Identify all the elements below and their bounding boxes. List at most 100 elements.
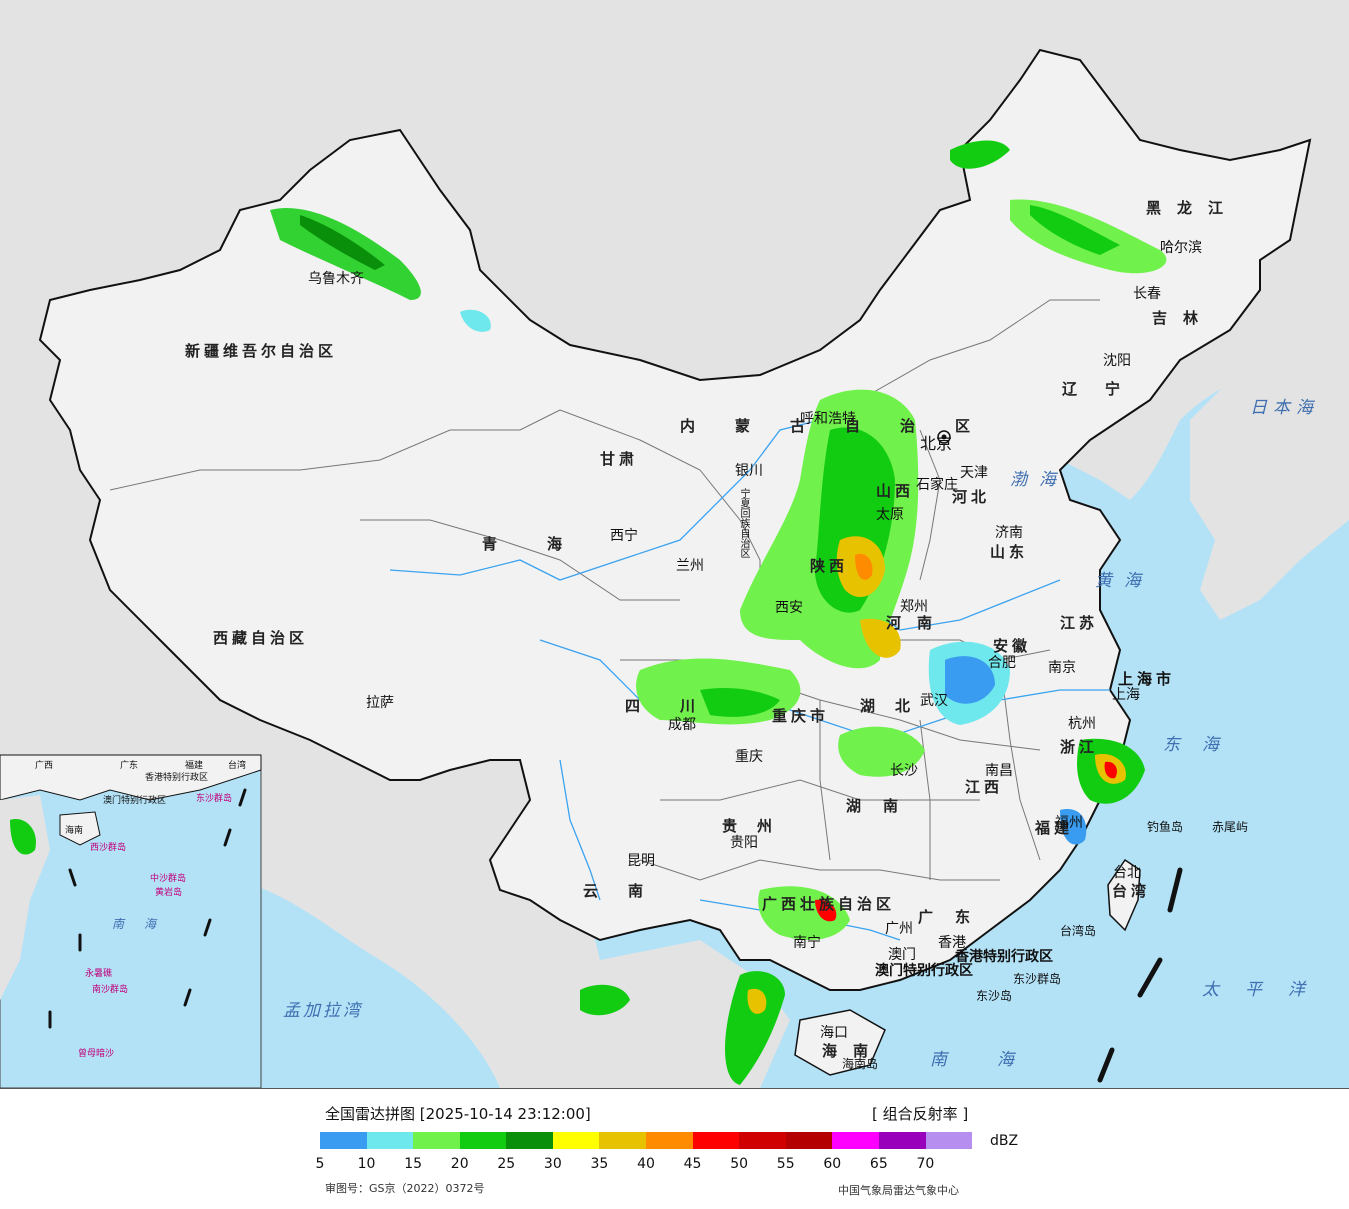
city-label-wuhan: 武汉 — [920, 693, 948, 709]
scale-swatch-65 — [878, 1132, 926, 1149]
island-label-diaoyu: 钓鱼岛 — [1147, 820, 1184, 834]
scale-swatch-5 — [320, 1132, 367, 1149]
province-label-hebei: 河北 — [952, 488, 991, 506]
province-label-jilin: 吉林 — [1152, 309, 1215, 327]
city-label-hangzhou: 杭州 — [1068, 716, 1096, 732]
scale-swatch-30 — [552, 1132, 600, 1149]
sea-label-pacific: 太平洋 — [1202, 980, 1331, 1000]
city-label-shanghai: 上海 — [1112, 687, 1140, 703]
scale-tick-label: 15 — [404, 1156, 423, 1172]
inset-label-macao: 澳门特别行政区 — [103, 796, 167, 806]
province-label-guangxi: 广西壮族自治区 — [762, 895, 896, 913]
scale-tick-label: 50 — [730, 1156, 749, 1172]
scale-tick-label: 10 — [357, 1156, 376, 1172]
scale-swatch-20 — [459, 1132, 507, 1149]
sea-label-yellow-sea: 黄海 — [1095, 571, 1153, 591]
province-label-hunan: 湖南 — [846, 797, 921, 815]
scale-tick-label: 20 — [450, 1156, 469, 1172]
inset-label-guangxi: 广西 — [35, 761, 54, 771]
city-label-hohhot: 呼和浩特 — [800, 411, 856, 427]
city-label-changsha: 长沙 — [890, 763, 918, 779]
scale-swatch-60 — [832, 1132, 879, 1149]
scale-tick-label: 30 — [543, 1156, 562, 1172]
inset-label-hongkong: 香港特别行政区 — [145, 773, 209, 783]
island-label-taiwan: 台湾岛 — [1060, 924, 1097, 938]
scale-swatch-25 — [506, 1132, 553, 1149]
province-label-sichuan: 四川 — [625, 697, 736, 715]
city-label-kunming: 昆明 — [627, 853, 655, 869]
color-scale-bar — [320, 1132, 973, 1149]
city-label-changchun: 长春 — [1133, 286, 1161, 302]
legend-product: [ 组合反射率 ] — [872, 1105, 969, 1123]
inset-label-zhongsha: 中沙群岛 — [150, 874, 187, 884]
island-label-dongsha-qundao: 东沙群岛 — [1013, 972, 1062, 986]
province-label-guizhou: 贵州 — [722, 817, 793, 835]
province-label-xinjiang: 新疆维吾尔自治区 — [185, 342, 338, 360]
province-borders — [109, 299, 1100, 881]
scale-swatch-40 — [646, 1132, 693, 1149]
province-label-shanghai: 上海市 — [1118, 670, 1176, 688]
scale-swatch-45 — [692, 1132, 740, 1149]
beijing-capital-icon — [937, 430, 951, 444]
legend-panel: 全国雷达拼图 [2025-10-14 23:12:00] [ 组合反射率 ] d… — [0, 1088, 1349, 1209]
scale-tick-label: 40 — [637, 1156, 655, 1172]
scale-swatch-10 — [366, 1132, 414, 1149]
taiwan-island-shape — [1107, 858, 1141, 932]
inset-label-taiwan: 台湾 — [228, 761, 247, 771]
province-label-xizang: 西藏自治区 — [213, 629, 309, 647]
inset-label-nansha: 南沙群岛 — [92, 985, 129, 995]
city-label-jinan: 济南 — [995, 525, 1023, 541]
city-label-xining: 西宁 — [610, 528, 638, 544]
hainan-island-shape — [794, 1009, 886, 1076]
sea-label-japan-sea: 日本海 — [1250, 398, 1319, 418]
city-label-taipei: 台北 — [1113, 865, 1141, 881]
province-label-shanxi: 山西 — [876, 482, 915, 500]
scale-tick-label: 5 — [315, 1156, 325, 1172]
city-label-nanning: 南宁 — [793, 935, 821, 951]
scale-tick-label: 35 — [590, 1156, 609, 1172]
city-label-chengdu: 成都 — [668, 717, 696, 733]
sea-label-east-sea: 东海 — [1163, 735, 1241, 755]
city-label-macao: 澳门 — [888, 947, 916, 963]
japan-korea-land — [1190, 270, 1349, 620]
scale-swatch-70 — [925, 1132, 973, 1149]
province-label-zhejiang: 浙江 — [1060, 738, 1099, 756]
province-label-anhui: 安徽 — [993, 637, 1032, 655]
city-label-nanjing: 南京 — [1048, 660, 1076, 676]
province-label-jiangsu: 江苏 — [1060, 614, 1099, 632]
inset-label-fujian: 福建 — [185, 761, 204, 771]
inset-label-nanhai: 南海 — [112, 917, 177, 931]
island-label-dongsha-dao: 东沙岛 — [976, 989, 1013, 1003]
sea-label-bohai: 渤海 — [1010, 470, 1068, 490]
island-label-hainan: 海南岛 — [842, 1057, 879, 1071]
city-label-harbin: 哈尔滨 — [1160, 240, 1202, 256]
province-label-shaanxi: 陕西 — [810, 557, 849, 575]
south-china-sea-inset — [0, 754, 262, 1088]
inset-label-huangyan: 黄岩岛 — [155, 888, 183, 898]
province-label-heilongjiang: 黑龙江 — [1146, 199, 1240, 217]
sea-label-south-sea: 南海 — [930, 1050, 1064, 1070]
city-label-nanchang: 南昌 — [985, 763, 1013, 779]
nine-dash-line-segments — [1097, 867, 1183, 1083]
province-label-hubei: 湖北 — [860, 697, 931, 715]
province-label-shandong: 山东 — [990, 543, 1029, 561]
province-label-qinghai: 青海 — [482, 535, 613, 553]
city-label-fuzhou: 福州 — [1055, 815, 1083, 831]
province-label-chongqing: 重庆市 — [772, 707, 830, 725]
island-label-chiwei: 赤尾屿 — [1212, 820, 1249, 834]
province-label-guangdong: 广东 — [918, 908, 993, 926]
inset-label-yongshu: 永暑礁 — [85, 969, 113, 979]
legend-unit: dBZ — [990, 1133, 1019, 1149]
city-label-lhasa: 拉萨 — [366, 695, 394, 711]
scale-tick-label: 55 — [776, 1156, 795, 1172]
city-label-hefei: 合肥 — [988, 655, 1016, 671]
province-label-yunnan: 云南 — [583, 882, 674, 900]
province-label-gansu: 甘肃 — [600, 450, 639, 468]
province-label-ningxia: 宁夏回族自治区 — [738, 488, 749, 558]
city-label-guangzhou: 广州 — [885, 921, 913, 937]
city-label-lanzhou: 兰州 — [676, 558, 704, 574]
china-outline — [38, 48, 1312, 991]
scale-swatch-50 — [739, 1132, 786, 1149]
city-label-zhengzhou: 郑州 — [900, 599, 928, 615]
inset-label-zengmu: 曾母暗沙 — [78, 1049, 115, 1059]
